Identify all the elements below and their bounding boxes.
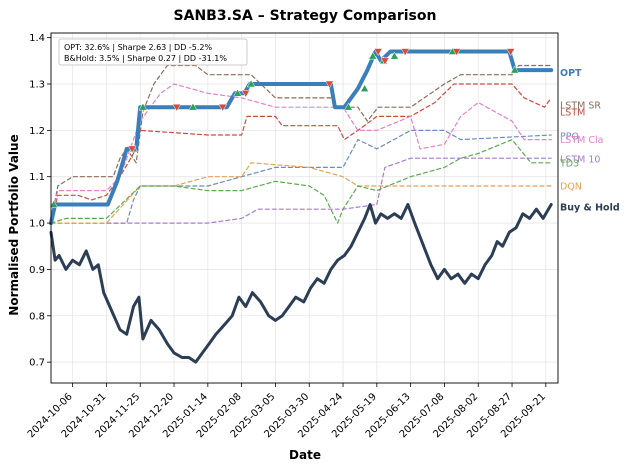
series-line-lstm-10: [50, 157, 552, 224]
y-tick-label: 0.8: [29, 311, 45, 322]
buy-marker: [368, 51, 378, 60]
plot-frame: [50, 32, 559, 384]
end-label-lstm-cla: LSTM Cla: [560, 135, 603, 146]
y-tick-label: 1.3: [29, 79, 45, 90]
buy-marker: [246, 79, 256, 88]
sell-marker: [127, 145, 137, 154]
buy-marker: [360, 84, 370, 92]
buy-marker: [188, 102, 198, 111]
y-tick-label: 1.0: [29, 219, 45, 230]
end-label-td3: TD3: [559, 158, 579, 169]
series-line-lstm-cla: [50, 83, 552, 224]
annotation-box: [58, 38, 248, 66]
axes-frame: [50, 32, 559, 384]
end-label-opt: OPT: [560, 68, 582, 79]
y-tick-label: 1.2: [29, 126, 45, 137]
end-label-lstm-sr: LSTM SR: [560, 100, 601, 111]
end-label-buy-hold: Buy & Hold: [560, 202, 620, 213]
buy-marker: [233, 88, 243, 97]
sell-marker: [506, 48, 516, 57]
buy-marker: [344, 102, 353, 111]
trade-markers: [49, 47, 520, 208]
sell-marker: [172, 103, 182, 112]
series-line-dqn: [50, 162, 552, 224]
end-label-ppo: PPO: [560, 131, 579, 142]
y-tick-label: 0.9: [29, 265, 45, 276]
end-label-lstm-10: LSTM 10: [560, 155, 600, 166]
series-group: [49, 49, 554, 364]
x-axis-label: Date: [289, 448, 321, 462]
y-axis-label: Normalised Portfolio Value: [7, 134, 21, 315]
stats-annotation: OPT: 32.6% | Sharpe 2.63 | DD -5.2% B&Ho…: [58, 38, 248, 66]
series-line-td3: [50, 139, 552, 224]
grid-lines: [51, 33, 558, 383]
sell-marker: [400, 48, 410, 57]
series-line-lstm-sr: [50, 64, 552, 224]
y-tick-label: 1.4: [29, 33, 45, 44]
series-line-lstm: [50, 83, 552, 224]
series-line-buy-hold: [49, 203, 553, 364]
axis-ticks: 0.70.80.91.01.11.21.31.42024-10-062024-1…: [26, 33, 548, 440]
sell-marker: [218, 103, 228, 112]
buy-marker: [389, 51, 399, 60]
sell-marker: [241, 90, 251, 98]
annotation-line-1: OPT: 32.6% | Sharpe 2.63 | DD -5.2%: [64, 43, 213, 52]
series-line-opt: [49, 49, 554, 226]
y-tick-label: 0.7: [29, 358, 45, 369]
buy-marker: [49, 200, 59, 208]
y-tick-label: 1.1: [29, 172, 45, 183]
sell-marker: [373, 48, 383, 57]
end-label-dqn: DQN: [560, 181, 582, 192]
buy-marker: [510, 65, 520, 74]
buy-marker: [138, 102, 148, 111]
sell-marker: [325, 80, 334, 89]
annotation-line-2: B&Hold: 3.5% | Sharpe 0.27 | DD -31.1%: [64, 54, 227, 63]
end-label-lstm: LSTM: [560, 107, 585, 118]
sell-marker: [452, 48, 462, 57]
sell-marker: [380, 57, 390, 66]
chart-title: SANB3.SA – Strategy Comparison: [174, 8, 437, 24]
